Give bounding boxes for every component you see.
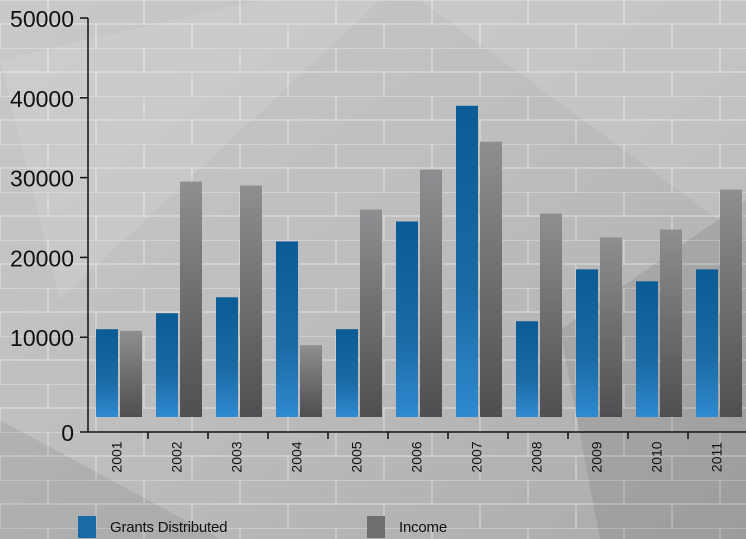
y-tick-label: 20000 [10, 245, 74, 271]
background-shape [0, 420, 220, 539]
labels: 0 10000 20000 30000 40000 50000 2001 2002 2003 20… [10, 6, 725, 473]
axes [80, 17, 746, 439]
y-tick-label: 50000 [10, 6, 74, 32]
bar-grants-2001 [96, 329, 118, 417]
x-tick-label: 2004 [289, 441, 305, 472]
bar-income-2011 [720, 189, 742, 417]
bar-grants-2006 [396, 221, 418, 417]
x-tick-label: 2007 [469, 441, 485, 472]
bar-income-2002 [180, 181, 202, 417]
x-tick-label: 2005 [349, 441, 365, 472]
bar-income-2004 [300, 345, 322, 417]
bar-grants-2003 [216, 297, 238, 417]
bar-income-2007 [480, 141, 502, 417]
bar-income-2010 [660, 229, 682, 417]
bar-income-2008 [540, 213, 562, 417]
bars [96, 105, 742, 417]
bar-income-2006 [420, 169, 442, 417]
legend-item-income: Income [367, 515, 447, 539]
bar-grants-2005 [336, 329, 358, 417]
x-tick-label: 2010 [649, 441, 665, 472]
x-tick-label: 2001 [109, 441, 125, 472]
legend-label-income: Income [399, 518, 447, 536]
bar-income-2005 [360, 209, 382, 417]
x-tick-label: 2006 [409, 441, 425, 472]
legend-swatch-income [367, 516, 385, 538]
bar-grants-2008 [516, 321, 538, 417]
bar-grants-2007 [456, 105, 478, 417]
x-tick-label: 2008 [529, 441, 545, 472]
x-tick-label: 2002 [169, 441, 185, 472]
bar-income-2003 [240, 185, 262, 417]
legend-swatch-grants [78, 516, 96, 538]
bar-grants-2010 [636, 281, 658, 417]
legend-item-grants: Grants Distributed [78, 515, 227, 539]
x-tick-label: 2011 [709, 442, 725, 472]
background-shape [420, 0, 746, 240]
x-tick-label: 2003 [229, 441, 245, 472]
y-tick-label: 40000 [10, 86, 74, 112]
bar-grants-2004 [276, 241, 298, 417]
y-tick-label: 0 [61, 420, 74, 446]
y-tick-label: 30000 [10, 166, 74, 192]
bar-income-2009 [600, 237, 622, 417]
bar-grants-2002 [156, 313, 178, 417]
y-tick-label: 10000 [10, 325, 74, 351]
background-shape [0, 0, 380, 300]
x-tick-label: 2009 [589, 441, 605, 472]
bar-grants-2009 [576, 269, 598, 417]
legend-label-grants: Grants Distributed [110, 518, 228, 536]
bar-income-2001 [120, 330, 142, 417]
bar-grants-2011 [696, 269, 718, 417]
